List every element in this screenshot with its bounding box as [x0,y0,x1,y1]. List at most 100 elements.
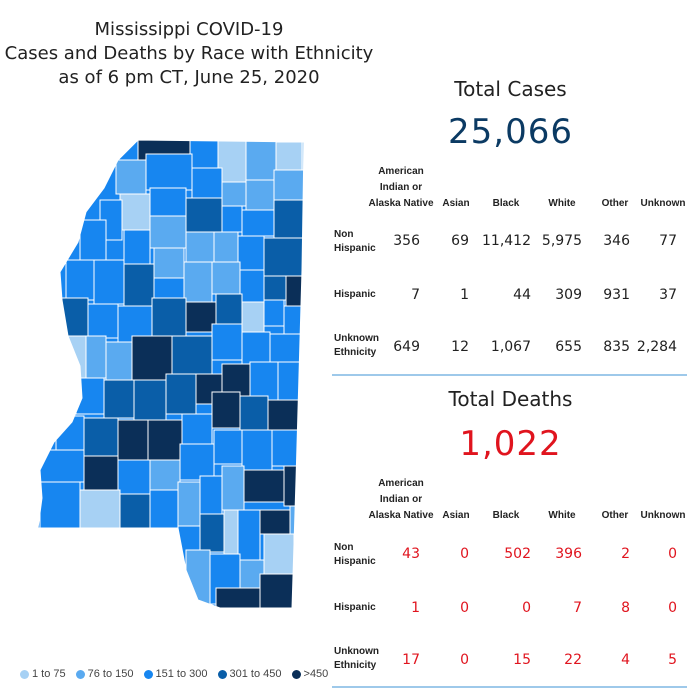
county-region-26 [65,259,95,301]
county-region-6 [115,159,147,195]
deaths-cell-non-hispanic-3: 396 [555,546,582,562]
county-region-67 [267,399,304,431]
county-region-25 [263,237,304,277]
cases-cell-non-hispanic-4: 346 [603,233,630,249]
legend-swatch-5 [291,669,301,679]
county-region-2 [217,140,247,183]
county-region-64 [181,413,213,445]
cases-row-non-hispanic: Non Hispanic [334,228,376,256]
county-region-29 [153,247,185,279]
cases-col-ai-line1: American [378,166,424,177]
county-region-63 [147,419,183,461]
county-region-76 [39,481,81,529]
title-line-2: Cases and Deaths by Race with Ethnicity [4,43,374,64]
county-region-33 [263,275,287,301]
cases-col-other: Other [601,198,629,209]
deaths-row-non-hispanic: Non Hispanic [334,541,376,569]
county-region-61 [83,417,119,457]
county-region-21 [149,215,187,249]
legend-label-2: 76 to 150 [87,668,134,680]
cases-col-ai-line3: Alaska Native [368,198,434,209]
county-region-60 [55,415,85,453]
county-region-99 [38,527,121,541]
cases-cell-hispanic-2: 44 [513,287,531,303]
county-region-58 [249,361,279,403]
cases-cell-unknown-ethnicity-3: 655 [555,339,582,355]
title-line-1: Mississippi COVID-19 [94,19,284,40]
county-region-41 [241,301,265,333]
county-region-43 [283,305,304,335]
cases-row-hispanic: Hispanic [334,289,376,300]
county-region-27 [93,259,125,305]
legend-label-5: >450 [303,668,329,680]
county-region-83 [243,469,285,503]
deaths-cell-unknown-ethnicity-0: 17 [402,652,420,668]
county-region-46 [105,341,133,381]
legend-item-5: >450 [291,668,329,680]
legend-item-1: 1 to 75 [20,668,66,680]
county-region-13 [149,187,187,217]
deaths-cell-non-hispanic-1: 0 [460,546,469,562]
deaths-col-other: Other [601,510,629,521]
deaths-cell-unknown-ethnicity-3: 22 [564,652,582,668]
county-region-82 [221,465,245,511]
county-region-42 [263,299,285,327]
county-region-32 [239,269,265,303]
county-region-54 [133,379,167,421]
deaths-cell-non-hispanic-4: 2 [621,546,630,562]
county-region-10 [245,179,275,211]
deaths-row-hispanic: Hispanic [334,602,376,613]
county-region-23 [213,231,239,263]
deaths-cell-hispanic-1: 0 [460,600,469,616]
county-region-86 [223,509,239,555]
panel-divider-2 [332,686,687,688]
cases-col-black: Black [492,198,520,209]
deaths-row-ue-line1: Unknown [334,646,379,657]
cases-cell-hispanic-4: 931 [603,287,630,303]
county-region-97 [293,573,304,608]
cases-cell-unknown-ethnicity-1: 12 [451,339,469,355]
county-region-1 [189,140,219,169]
county-region-95 [215,587,261,608]
county-region-28 [123,263,155,307]
deaths-cell-hispanic-0: 1 [411,600,420,616]
deaths-cell-non-hispanic-2: 502 [504,546,531,562]
county-region-81 [199,475,223,515]
deaths-row-nh-line1: Non [334,542,354,553]
county-region-40 [215,293,243,325]
cases-cell-hispanic-3: 309 [555,287,582,303]
state-outline [37,139,305,609]
cases-col-american-indian: American Indian or Alaska Native [364,164,438,212]
county-region-72 [179,443,215,481]
county-region-12 [119,193,151,231]
county-region-80 [177,481,201,527]
deaths-col-white: White [548,510,576,521]
county-region-20 [123,229,151,265]
deaths-cell-unknown-ethnicity-1: 0 [460,652,469,668]
deaths-col-ai-line1: American [378,478,424,489]
total-deaths-title: Total Deaths [448,387,573,411]
deaths-col-ai-line2: Indian or [379,494,423,505]
legend-swatch-4 [217,669,227,679]
county-region-68 [39,449,85,483]
cases-cell-hispanic-1: 1 [460,287,469,303]
county-region-78 [119,493,151,529]
cases-row-ue-line2: Ethnicity [334,347,377,358]
deaths-cell-hispanic-4: 8 [621,600,630,616]
total-cases-value: 25,066 [448,112,573,152]
legend-item-4: 301 to 450 [217,668,282,680]
county-region-22 [185,231,215,263]
cases-row-nh-line1: Non [334,229,354,240]
total-cases-title: Total Cases [454,77,567,101]
cases-col-asian: Asian [442,198,470,209]
county-region-75 [271,429,304,467]
cases-col-white: White [548,198,576,209]
county-region-30 [183,261,213,303]
deaths-cell-unknown-ethnicity-4: 4 [621,652,630,668]
county-region-7 [145,153,193,191]
cases-row-unknown-ethnicity: Unknown Ethnicity [334,332,379,360]
county-region-36 [87,303,119,339]
county-region-9 [221,181,247,207]
county-region-48 [171,335,213,375]
county-region-5 [301,141,304,183]
